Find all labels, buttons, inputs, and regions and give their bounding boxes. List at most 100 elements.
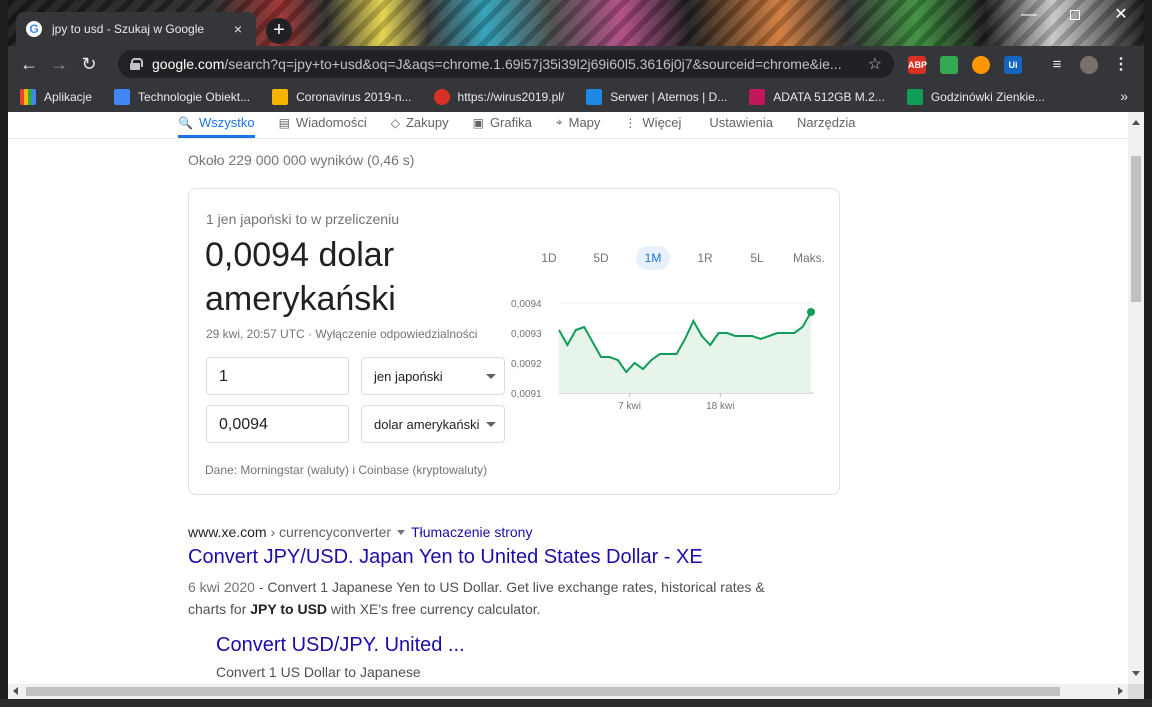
bookmarks-bar: Aplikacje Technologie Obiekt... Coronavi… (8, 82, 1144, 112)
x-tick-label: 7 kwi (618, 401, 641, 412)
tag-icon: ◇ (390, 115, 400, 130)
tab-more[interactable]: ⋮ Więcej (624, 115, 682, 130)
aternos-icon (586, 89, 603, 105)
range-1r[interactable]: 1R (697, 251, 713, 265)
scroll-up-icon[interactable] (1132, 120, 1140, 125)
scroll-down-icon[interactable] (1132, 671, 1140, 676)
close-window-button[interactable]: ✕ (1114, 6, 1128, 23)
browser-tab[interactable]: G jpy to usd - Szukaj w Google × (16, 12, 256, 46)
result-stats: Około 229 000 000 wyników (0,46 s) (188, 152, 415, 168)
to-currency-select[interactable]: dolar amerykański (361, 405, 505, 443)
tab-title: jpy to usd - Szukaj w Google (52, 22, 205, 36)
from-currency-select[interactable]: jen japoński (361, 357, 505, 395)
disclaimer-link[interactable]: Wyłączenie odpowiedzialności (315, 327, 478, 341)
scrollbar-corner (1128, 684, 1144, 699)
x-tick-label: 18 kwi (706, 401, 734, 412)
scroll-right-icon[interactable] (1118, 687, 1123, 695)
result-title-link[interactable]: Convert JPY/USD. Japan Yen to United Sta… (188, 546, 703, 568)
minimize-button[interactable]: — (1021, 6, 1037, 23)
currency-converter-card: 1 jen japoński to w przeliczeniu 0,0094 … (188, 188, 840, 495)
bookmark-star-icon[interactable]: ☆ (867, 56, 882, 73)
nav-divider (8, 138, 1128, 139)
range-1d[interactable]: 1D (541, 251, 557, 265)
dropdown-arrow-icon[interactable] (397, 530, 406, 535)
news-icon: ▤ (278, 115, 290, 130)
chart-area (559, 312, 811, 393)
sheets-icon (906, 89, 923, 105)
horizontal-scrollbar[interactable] (8, 684, 1128, 699)
docs-icon (114, 89, 131, 105)
lock-icon (130, 58, 143, 70)
search-nav-tabs: 🔍 Wszystko ▤ Wiadomości ◇ Zakupy ▣ Grafika ⌖… (178, 112, 880, 138)
range-5d[interactable]: 5D (593, 251, 609, 265)
chart-line (558, 311, 812, 374)
back-button[interactable]: ← (20, 54, 38, 74)
profile-avatar[interactable] (1080, 56, 1098, 74)
coronavirus-icon (272, 89, 289, 105)
bookmark-item[interactable]: Coronavirus 2019-n... (272, 89, 412, 105)
tab-news[interactable]: ▤ Wiadomości (278, 115, 367, 130)
range-selector: 1D 5D 1M 1R 5L Maks. (523, 246, 835, 270)
tab-tools[interactable]: Narzędzia (797, 115, 856, 130)
browser-window: G jpy to usd - Szukaj w Google × + — ✕ ←… (8, 0, 1144, 699)
desktop-right-edge (1144, 0, 1152, 707)
exchange-rate-chart[interactable]: 0,0094 0,0093 0,0092 0,0091 7 kwi 18 kwi (511, 289, 831, 419)
range-1m[interactable]: 1M (636, 246, 670, 270)
tab-settings[interactable]: Ustawienia (709, 115, 774, 130)
tab-maps[interactable]: ⌖ Mapy (555, 115, 601, 130)
desktop-bottom-edge (0, 699, 1152, 707)
google-favicon-icon: G (26, 21, 42, 37)
to-amount-input[interactable]: 0,0094 (206, 405, 349, 443)
tab-close-icon[interactable]: × (233, 21, 243, 37)
search-icon: 🔍 (178, 115, 193, 130)
reload-button[interactable]: ↻ (81, 54, 97, 74)
map-pin-icon: ⌖ (555, 115, 563, 129)
bookmark-apps[interactable]: Aplikacje (20, 89, 92, 105)
tab-all[interactable]: 🔍 Wszystko (178, 115, 255, 138)
from-amount-input[interactable]: 1 (206, 357, 349, 395)
ui-extension-icon[interactable]: Ui (1004, 56, 1022, 74)
chevron-down-icon (486, 422, 496, 427)
chart-endpoint (807, 308, 815, 316)
bookmark-item[interactable]: ADATA 512GB M.2... (749, 89, 885, 105)
forward-button[interactable]: → (50, 54, 68, 74)
tab-images[interactable]: ▣ Grafika (472, 115, 532, 130)
color-extension-icon[interactable] (940, 56, 958, 74)
address-bar[interactable]: google.com/search?q=jpy+to+usd&oq=J&aqs=… (118, 50, 894, 78)
new-tab-button[interactable]: + (266, 18, 292, 44)
converter-result: 0,0094 dolar amerykański (205, 236, 396, 318)
adata-icon (749, 89, 766, 105)
media-control-icon[interactable]: ≡ (1052, 56, 1062, 73)
bookmarks-overflow-icon[interactable]: » (1120, 88, 1128, 104)
scroll-thumb[interactable] (1131, 156, 1141, 302)
bookmark-item[interactable]: Serwer | Aternos | D... (586, 89, 727, 105)
data-source-note: Dane: Morningstar (waluty) i Coinbase (k… (205, 463, 488, 477)
translate-link[interactable]: Tłumaczenie strony (411, 524, 533, 540)
tab-shopping[interactable]: ◇ Zakupy (390, 115, 449, 130)
y-tick-label: 0,0091 (511, 389, 542, 400)
result-snippet: 6 kwi 2020 - Convert 1 Japanese Yen to U… (188, 579, 765, 617)
bookmark-item[interactable]: Technologie Obiekt... (114, 89, 250, 105)
bookmark-item[interactable]: https://wirus2019.pl/ (433, 89, 564, 105)
range-5l[interactable]: 5L (750, 251, 764, 265)
url-text[interactable]: google.com/search?q=jpy+to+usd&oq=J&aqs=… (152, 56, 842, 72)
scroll-left-icon[interactable] (13, 687, 18, 695)
more-icon: ⋮ (624, 115, 637, 130)
sitelink-title[interactable]: Convert USD/JPY. United ... (216, 634, 465, 656)
image-icon: ▣ (472, 115, 484, 130)
maximize-button[interactable] (1052, 0, 1098, 30)
chevron-down-icon (486, 374, 496, 379)
horizontal-scroll-thumb[interactable] (26, 687, 1060, 696)
virus-icon (433, 89, 450, 105)
bookmark-item[interactable]: Godzinówki Zienkie... (906, 89, 1045, 105)
maximize-icon (1070, 9, 1080, 20)
menu-kebab-icon[interactable]: ⋮ (1113, 56, 1129, 73)
result-cite: www.xe.com › currencyconverter Tłumaczeni… (188, 524, 533, 540)
sitelink-snippet: Convert 1 US Dollar to Japanese (216, 664, 421, 680)
y-tick-label: 0,0094 (511, 299, 542, 310)
range-max[interactable]: Maks. (792, 251, 825, 265)
extension-icon[interactable] (972, 56, 990, 74)
apps-grid-icon (20, 89, 36, 105)
adblock-extension-icon[interactable]: ABP (908, 56, 927, 74)
vertical-scrollbar[interactable] (1128, 112, 1144, 684)
